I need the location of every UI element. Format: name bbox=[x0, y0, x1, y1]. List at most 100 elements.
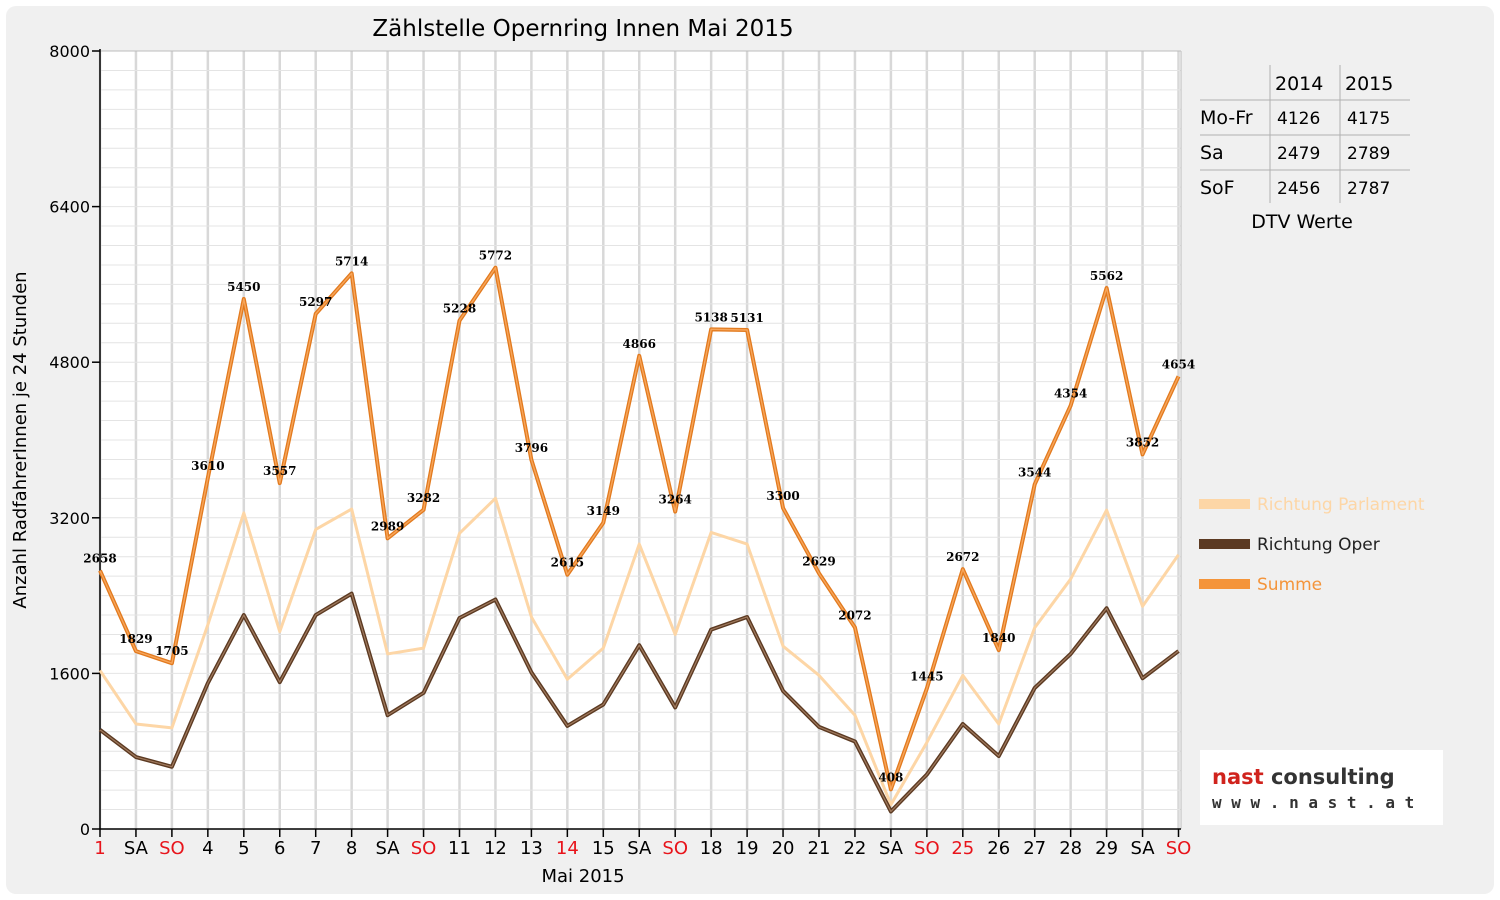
logo-url: w w w . n a s t . a t bbox=[1212, 793, 1414, 812]
data-label: 5562 bbox=[1090, 269, 1123, 283]
grid-lines bbox=[98, 50, 1182, 829]
table-row-label: Mo-Fr bbox=[1200, 107, 1253, 129]
data-label: 1829 bbox=[119, 632, 152, 646]
legend-label: Richtung Oper bbox=[1257, 535, 1380, 555]
series-line-parlament bbox=[98, 496, 1180, 807]
x-tick-label: 18 bbox=[700, 838, 723, 859]
x-tick-label: SA bbox=[124, 838, 149, 859]
data-label: 3282 bbox=[407, 491, 440, 505]
table-cell: 2456 bbox=[1277, 179, 1320, 199]
data-label: 2989 bbox=[371, 519, 404, 533]
x-tick-label: 7 bbox=[310, 838, 321, 859]
x-tick-label: 5 bbox=[238, 838, 249, 859]
x-tick-label: 11 bbox=[448, 838, 471, 859]
x-tick-label: 15 bbox=[592, 838, 615, 859]
y-axis-ticks: 0 1600 3200 4800 6400 8000 bbox=[49, 42, 100, 839]
data-label: 4354 bbox=[1054, 387, 1087, 401]
data-label: 5714 bbox=[335, 254, 368, 268]
x-tick-label: SO bbox=[662, 838, 688, 859]
x-tick-label: 14 bbox=[556, 838, 579, 859]
x-tick-label: 25 bbox=[951, 838, 974, 859]
series-line-summe bbox=[99, 266, 1180, 791]
legend-label: Summe bbox=[1257, 575, 1322, 595]
x-tick-label: 20 bbox=[772, 838, 795, 859]
logo-box bbox=[1200, 750, 1443, 825]
data-label: 3300 bbox=[766, 489, 799, 503]
data-label: 4866 bbox=[623, 337, 656, 351]
x-tick-label: SO bbox=[1166, 838, 1192, 859]
data-label: 2072 bbox=[838, 608, 871, 622]
legend: Richtung Parlament Richtung Oper Summe bbox=[1199, 495, 1425, 595]
data-label: 3796 bbox=[515, 441, 548, 455]
data-label: 2672 bbox=[946, 550, 979, 564]
y-tick-label: 1600 bbox=[49, 664, 90, 683]
data-label: 408 bbox=[878, 770, 903, 784]
logo: nast consulting w w w . n a s t . a t bbox=[1200, 750, 1443, 825]
x-tick-label: 4 bbox=[202, 838, 213, 859]
y-tick-label: 6400 bbox=[49, 198, 90, 217]
table-cell: 4175 bbox=[1347, 109, 1390, 129]
logo-text-consulting: consulting bbox=[1264, 765, 1395, 789]
data-label: 5131 bbox=[730, 311, 763, 325]
x-tick-label: 21 bbox=[808, 838, 831, 859]
legend-swatch bbox=[1199, 539, 1250, 549]
y-tick-label: 4800 bbox=[49, 353, 90, 372]
data-label: 5297 bbox=[299, 295, 332, 309]
y-tick-label: 0 bbox=[80, 820, 90, 839]
data-label: 3149 bbox=[587, 504, 620, 518]
data-label: 2658 bbox=[83, 552, 116, 566]
data-label: 5450 bbox=[227, 280, 260, 294]
x-axis-label: Mai 2015 bbox=[541, 866, 624, 887]
table-cell: 4126 bbox=[1277, 109, 1320, 129]
data-label: 3264 bbox=[658, 493, 691, 507]
data-label: 5228 bbox=[443, 302, 476, 316]
data-label: 3557 bbox=[263, 464, 296, 478]
table-header-cell: 2014 bbox=[1275, 73, 1323, 95]
series-line-oper bbox=[99, 593, 1179, 813]
legend-swatch bbox=[1199, 579, 1250, 589]
x-tick-label: 12 bbox=[484, 838, 507, 859]
data-label: 1840 bbox=[982, 631, 1015, 645]
table-header-cell: 2015 bbox=[1345, 73, 1393, 95]
table-row-label: Sa bbox=[1200, 142, 1224, 164]
series-lines bbox=[98, 265, 1181, 814]
legend-swatch bbox=[1199, 499, 1250, 509]
table-cell: 2479 bbox=[1277, 144, 1320, 164]
x-tick-label: 28 bbox=[1059, 838, 1082, 859]
x-tick-label: 19 bbox=[736, 838, 759, 859]
x-tick-label: 8 bbox=[346, 838, 357, 859]
data-label: 1705 bbox=[155, 644, 188, 658]
x-tick-label: 1 bbox=[94, 838, 105, 859]
chart-title: Zählstelle Opernring Innen Mai 2015 bbox=[372, 16, 793, 42]
x-tick-label: SO bbox=[159, 838, 185, 859]
x-axis-ticks: 1 SA SO 4 5 6 7 8 SA SO 11 12 13 14 15 SA SO 18 19 20 21 22 SA… bbox=[94, 829, 1191, 859]
x-tick-label: 6 bbox=[274, 838, 285, 859]
data-label: 5138 bbox=[694, 310, 727, 324]
x-tick-label: SO bbox=[914, 838, 940, 859]
y-tick-label: 8000 bbox=[49, 42, 90, 61]
data-label: 1445 bbox=[910, 669, 943, 683]
dtv-table: 2014 2015 Mo-Fr 4126 4175 Sa 2479 2789 SoF 2456 27… bbox=[1200, 65, 1410, 233]
x-tick-label: SA bbox=[1131, 838, 1156, 859]
table-caption: DTV Werte bbox=[1251, 211, 1353, 233]
data-label: 3610 bbox=[191, 459, 224, 473]
x-tick-label: 22 bbox=[843, 838, 866, 859]
x-tick-label: 13 bbox=[520, 838, 543, 859]
table-cell: 2787 bbox=[1347, 179, 1390, 199]
y-tick-label: 3200 bbox=[49, 509, 90, 528]
logo-text: nast consulting bbox=[1212, 765, 1395, 789]
x-tick-label: SA bbox=[376, 838, 401, 859]
x-tick-label: 27 bbox=[1023, 838, 1046, 859]
table-cell: 2789 bbox=[1347, 144, 1390, 164]
data-label: 2615 bbox=[551, 556, 584, 570]
x-tick-label: SA bbox=[627, 838, 652, 859]
legend-label: Richtung Parlament bbox=[1257, 495, 1425, 515]
data-label: 4654 bbox=[1162, 357, 1195, 371]
data-label: 3852 bbox=[1126, 435, 1159, 449]
table-row-label: SoF bbox=[1200, 177, 1235, 199]
x-tick-label: 29 bbox=[1095, 838, 1118, 859]
y-axis-label: Anzahl RadfahrerInnen je 24 Stunden bbox=[10, 271, 31, 608]
x-tick-label: SO bbox=[411, 838, 437, 859]
